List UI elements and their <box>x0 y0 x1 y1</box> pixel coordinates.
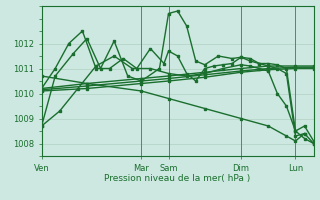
X-axis label: Pression niveau de la mer( hPa ): Pression niveau de la mer( hPa ) <box>104 174 251 183</box>
